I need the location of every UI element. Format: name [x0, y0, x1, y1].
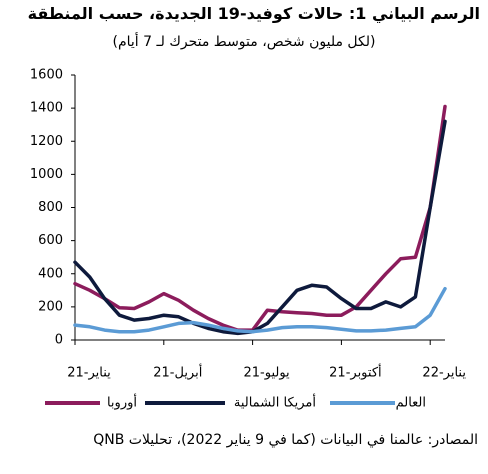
- y-tick-label: 800: [38, 200, 63, 215]
- y-tick-label: 0: [55, 333, 63, 348]
- source-note: المصادر: عالمنا في البيانات (كما في 9 ين…: [93, 432, 478, 448]
- x-tick-label: يوليو-21: [244, 366, 291, 381]
- x-tick-label: يناير-22: [422, 366, 466, 381]
- legend-label: أمريكا الشمالية: [234, 394, 316, 411]
- y-tick-label: 1200: [30, 134, 63, 149]
- y-tick-label: 1600: [30, 68, 63, 83]
- chart-title: الرسم البياني 1: حالات كوفيد-19 الجديدة،…: [27, 4, 480, 23]
- legend-label: العالم: [396, 396, 426, 411]
- chart-subtitle: (لكل مليون شخص، متوسط متحرك لـ 7 أيام): [112, 34, 376, 50]
- x-tick-label: أبريل-21: [153, 364, 202, 381]
- series-line: [73, 286, 447, 334]
- series-line: [73, 119, 447, 336]
- series-line: [73, 104, 447, 332]
- y-tick-label: 1000: [30, 167, 63, 182]
- x-tick-label: أكتوبر-21: [329, 364, 381, 381]
- y-tick-label: 600: [38, 233, 63, 248]
- y-tick-label: 1400: [30, 101, 63, 116]
- legend-label: أوروبا: [107, 394, 137, 411]
- y-tick-label: 400: [38, 266, 63, 281]
- x-tick-label: يناير-21: [67, 366, 111, 381]
- y-tick-label: 200: [38, 299, 63, 314]
